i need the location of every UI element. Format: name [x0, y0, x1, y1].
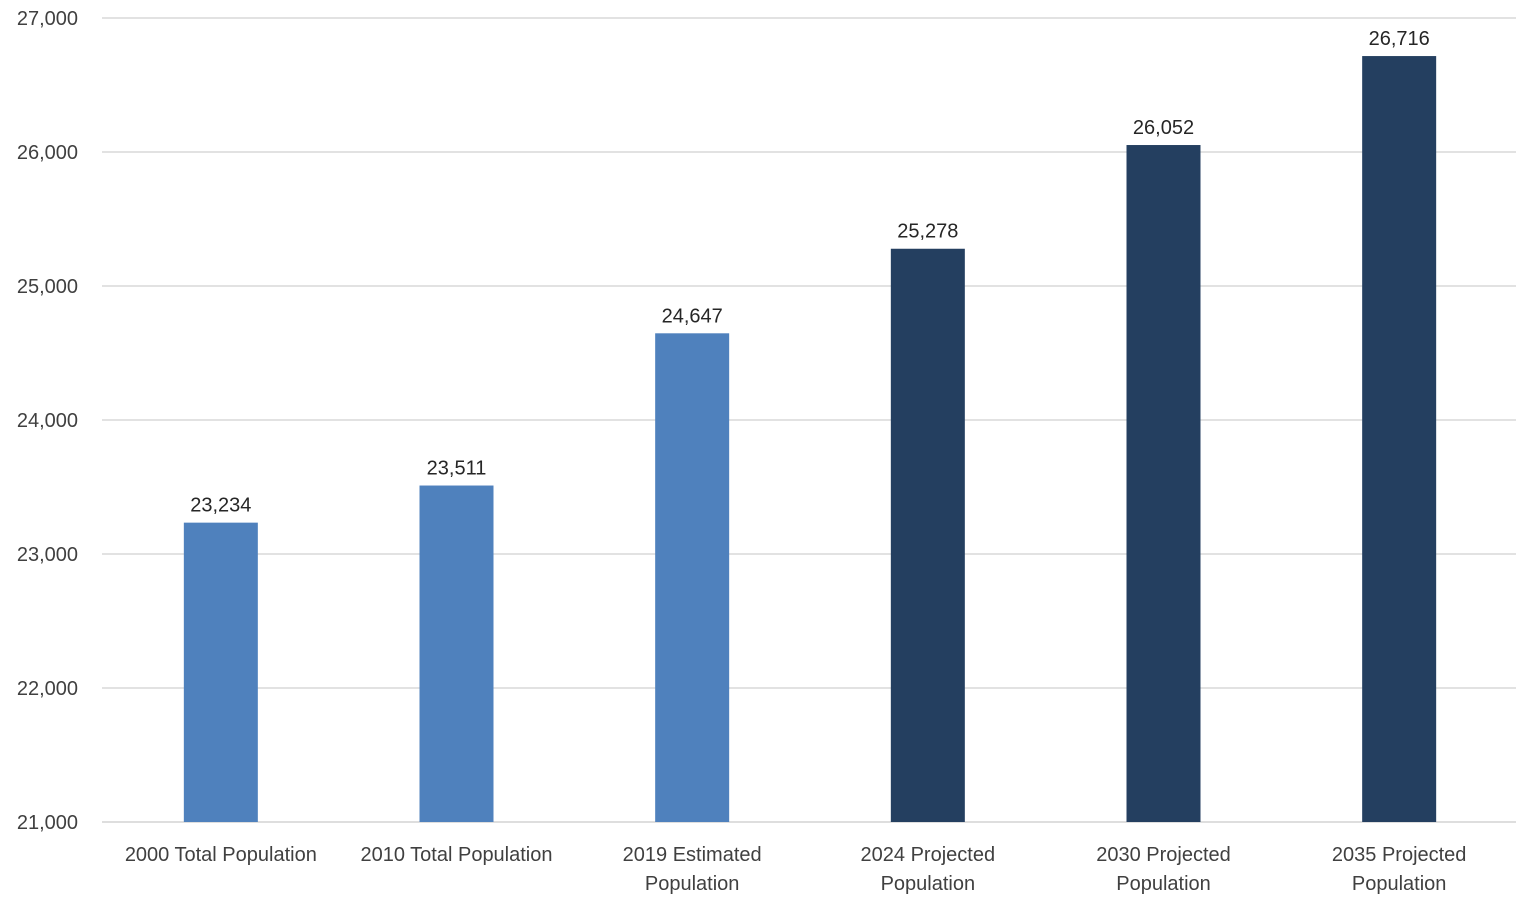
y-tick-label: 25,000: [17, 276, 78, 298]
x-category-label-line: 2024 Projected: [861, 844, 996, 866]
data-label: 23,511: [427, 458, 487, 480]
bar: [890, 248, 965, 823]
bar: [1126, 145, 1201, 823]
y-tick-label: 23,000: [17, 544, 78, 566]
data-label: 26,716: [1369, 28, 1430, 50]
y-tick-label: 26,000: [17, 142, 78, 164]
x-category-label-line: 2035 Projected: [1332, 844, 1467, 866]
y-axis-ticks: 21,000 22,000 23,000 24,000 25,000 26,000 27,0…: [17, 8, 78, 834]
bar: [419, 485, 494, 822]
y-tick-label: 22,000: [17, 678, 78, 700]
x-category-label-line: 2000 Total Population: [125, 844, 317, 866]
x-category-label-line: 2019 Estimated: [623, 844, 762, 866]
y-tick-label: 27,000: [17, 8, 78, 30]
x-category-label: 2035 Projected Population: [1332, 844, 1467, 895]
x-category-label: 2000 Total Population: [125, 844, 317, 866]
x-category-label-line: Population: [1116, 873, 1211, 895]
x-category-label: 2010 Total Population: [360, 844, 552, 866]
data-label: 23,234: [190, 495, 251, 517]
bars: [183, 56, 1437, 823]
gridlines: [102, 17, 1516, 823]
bar: [1362, 56, 1437, 822]
data-label: 26,052: [1133, 117, 1194, 139]
x-category-label-line: 2030 Projected: [1096, 844, 1231, 866]
x-category-label: 2024 Projected Population: [861, 844, 996, 895]
bar: [183, 522, 258, 822]
y-tick-label: 21,000: [17, 812, 78, 834]
x-category-label: 2019 Estimated Population: [623, 844, 762, 895]
y-tick-label: 24,000: [17, 410, 78, 432]
x-category-label: 2030 Projected Population: [1096, 844, 1231, 895]
x-category-label-line: Population: [1352, 873, 1447, 895]
data-label: 25,278: [897, 221, 958, 243]
x-category-label-line: 2010 Total Population: [360, 844, 552, 866]
data-labels: 23,234 23,511 24,647 25,278 26,052 26,716: [190, 28, 1430, 517]
bar: [655, 333, 730, 822]
x-category-label-line: Population: [645, 873, 740, 895]
data-label: 24,647: [662, 305, 723, 327]
x-category-label-line: Population: [881, 873, 976, 895]
x-axis-categories: 2000 Total Population 2010 Total Populati…: [125, 844, 1467, 895]
